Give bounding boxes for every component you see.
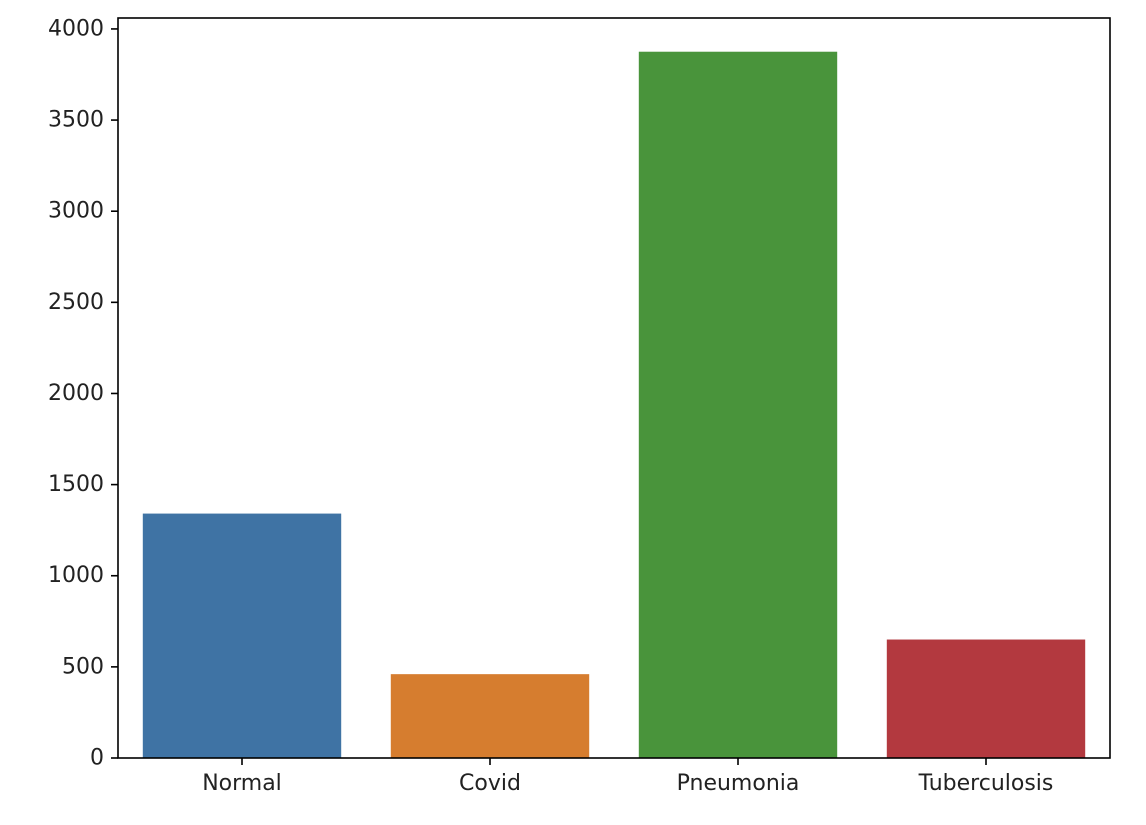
bar-tuberculosis: [886, 639, 1086, 758]
y-tick-label: 3000: [48, 199, 104, 224]
y-tick-label: 1500: [48, 472, 104, 497]
y-tick-label: 3500: [48, 108, 104, 133]
y-axis: 0 500 1000 1500 2000 2500 3000 3500 4000: [48, 16, 118, 771]
bar-group: [142, 51, 1086, 758]
y-tick-label: 2500: [48, 290, 104, 315]
y-tick-label: 2000: [48, 381, 104, 406]
x-tick-label-pneumonia: Pneumonia: [677, 771, 800, 796]
bar-normal: [142, 513, 342, 758]
x-tick-label-tuberculosis: Tuberculosis: [918, 771, 1054, 796]
x-tick-label-normal: Normal: [202, 771, 282, 796]
y-tick-label: 4000: [48, 16, 104, 41]
y-tick-label: 500: [62, 654, 104, 679]
y-tick-label: 0: [90, 746, 104, 771]
x-tick-label-covid: Covid: [459, 771, 521, 796]
x-axis: Normal Covid Pneumonia Tuberculosis: [202, 758, 1053, 796]
bar-pneumonia: [638, 51, 838, 758]
y-tick-label: 1000: [48, 563, 104, 588]
plot-frame: [117, 17, 1111, 759]
bar-covid: [390, 674, 590, 758]
